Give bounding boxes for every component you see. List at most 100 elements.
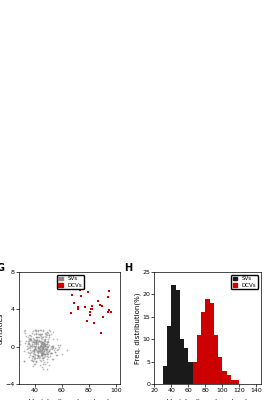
- Point: [32, 344, 37, 350]
- Point: [42, 351, 47, 357]
- Point: [49, 331, 53, 338]
- Point: [40, 340, 45, 347]
- Point: [34, 358, 38, 364]
- Point: [53, 348, 57, 355]
- Point: [37, 331, 41, 338]
- Point: [55, 336, 60, 342]
- Point: [30, 342, 34, 348]
- Point: [29, 356, 33, 363]
- Text: H: H: [124, 263, 133, 273]
- Point: [41, 337, 46, 344]
- Point: [40, 352, 44, 358]
- Bar: [184, 348, 188, 384]
- Point: [39, 331, 43, 338]
- Point: [28, 352, 32, 358]
- Point: [30, 344, 34, 350]
- Point: [42, 340, 46, 346]
- Point: [50, 350, 54, 356]
- Point: [36, 345, 40, 351]
- Point: [28, 342, 32, 349]
- Point: [23, 340, 27, 346]
- Point: [22, 358, 26, 365]
- Point: [26, 334, 30, 340]
- Point: [31, 350, 35, 356]
- Point: [31, 339, 35, 345]
- Point: [39, 346, 43, 353]
- Point: [35, 352, 40, 358]
- Point: [33, 350, 38, 357]
- Point: [35, 334, 39, 341]
- Point: [45, 346, 49, 352]
- Point: [40, 345, 45, 352]
- Point: [43, 333, 47, 339]
- Point: [28, 350, 32, 356]
- Point: [35, 333, 40, 340]
- Point: [42, 358, 46, 365]
- Point: [32, 354, 37, 360]
- Point: [38, 327, 42, 333]
- Point: [27, 345, 32, 352]
- Point: [36, 354, 40, 360]
- Point: [41, 343, 45, 350]
- Point: [109, 309, 113, 315]
- Point: [28, 337, 32, 344]
- Point: [41, 327, 45, 333]
- Point: [106, 309, 110, 315]
- Point: [31, 351, 36, 358]
- Point: [38, 361, 42, 368]
- Point: [25, 343, 29, 349]
- Point: [34, 338, 38, 344]
- Point: [53, 352, 58, 358]
- Point: [31, 358, 35, 364]
- Point: [35, 347, 40, 353]
- Point: [39, 327, 43, 333]
- Point: [39, 358, 43, 364]
- Point: [34, 338, 38, 345]
- Point: [45, 350, 49, 356]
- Point: [27, 354, 31, 360]
- Point: [107, 288, 112, 294]
- Point: [44, 346, 48, 352]
- Point: [34, 330, 38, 336]
- Point: [39, 352, 43, 358]
- Point: [31, 352, 36, 359]
- Point: [26, 340, 31, 346]
- Point: [31, 339, 36, 345]
- Point: [39, 342, 43, 348]
- Point: [43, 330, 47, 336]
- Point: [36, 344, 41, 351]
- Point: [32, 339, 36, 346]
- Point: [28, 342, 32, 349]
- Point: [43, 336, 48, 343]
- Point: [44, 329, 49, 335]
- Point: [38, 348, 42, 354]
- Point: [32, 349, 36, 355]
- Point: [76, 306, 81, 312]
- Point: [33, 352, 37, 358]
- Point: [42, 347, 47, 354]
- Point: [32, 346, 37, 352]
- Point: [37, 348, 41, 354]
- Point: [34, 347, 38, 353]
- Point: [42, 351, 46, 357]
- Point: [35, 348, 40, 354]
- Point: [79, 293, 83, 299]
- Point: [43, 353, 47, 359]
- Point: [35, 354, 39, 361]
- Point: [44, 331, 49, 337]
- Point: [39, 350, 43, 356]
- Point: [45, 338, 50, 345]
- Point: [41, 343, 45, 349]
- Point: [41, 366, 45, 372]
- Point: [36, 348, 40, 355]
- Point: [45, 351, 49, 357]
- Point: [32, 360, 36, 367]
- Point: [36, 331, 40, 337]
- Point: [88, 312, 92, 318]
- Point: [39, 364, 44, 371]
- Point: [40, 354, 45, 361]
- Point: [33, 336, 37, 343]
- Point: [43, 350, 48, 357]
- Point: [39, 339, 44, 346]
- Point: [51, 342, 56, 349]
